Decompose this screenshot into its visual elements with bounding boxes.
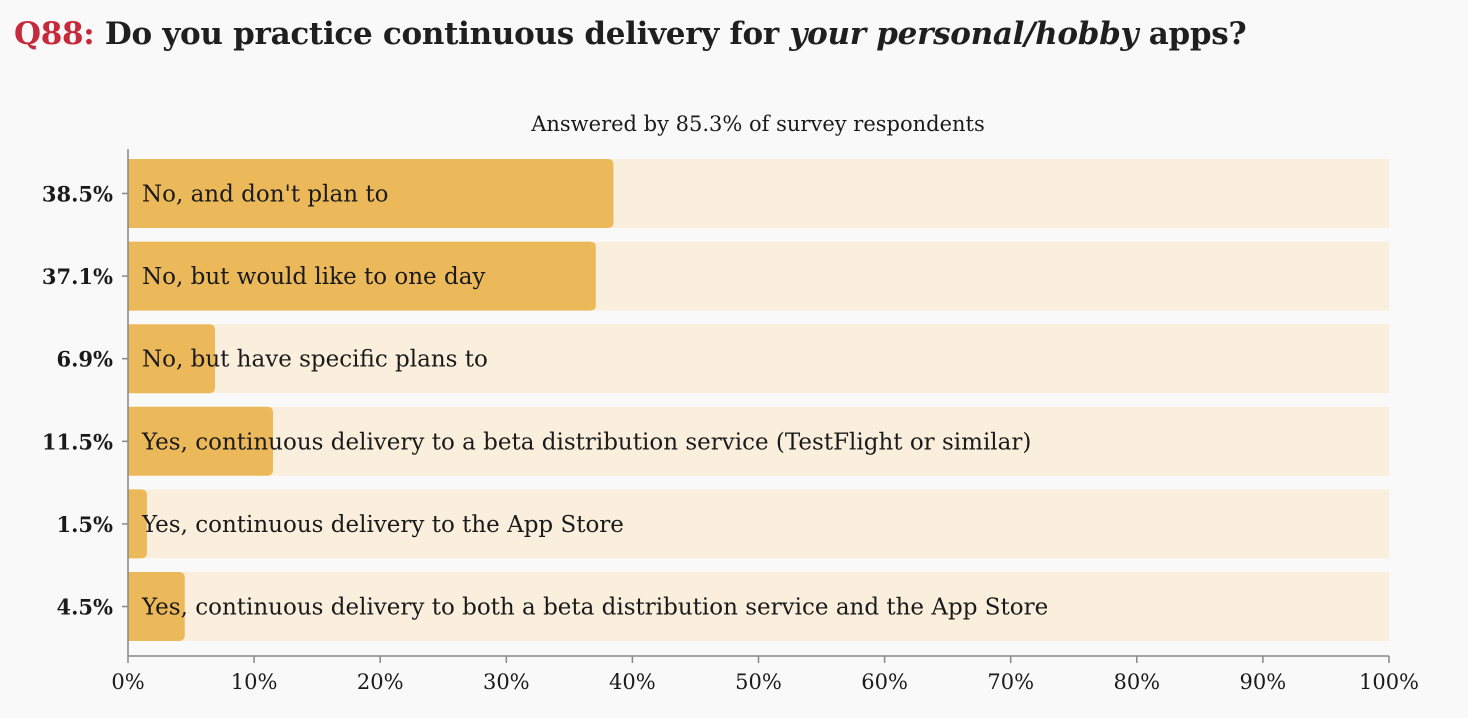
bar-value-label: 37.1% (42, 264, 113, 289)
bar-track (128, 572, 1389, 641)
bar-tracks (128, 159, 1389, 641)
bar-labels: No, and don't plan to No, but would like … (141, 182, 1048, 621)
bar (128, 159, 614, 228)
x-tick-label: 90% (1240, 670, 1287, 694)
x-tick-label: 100% (1359, 670, 1419, 694)
x-tick-label: 30% (483, 670, 530, 694)
x-tick-label: 40% (609, 670, 656, 694)
bar-category-label: No, and don't plan to (142, 182, 388, 208)
bar-value-label: 1.5% (57, 512, 114, 537)
bars (128, 159, 614, 641)
bar (128, 489, 147, 559)
bar-track (128, 324, 1389, 394)
x-axis: 0% 10% 20% 30% 40% 50% 60% 70% 80% 90% 100% (111, 655, 1419, 694)
bar-value-label: 6.9% (57, 347, 114, 372)
question-number: Q88: (14, 16, 95, 52)
y-axis: 38.5% 37.1% 6.9% 11.5% 1.5% 4.5% (42, 149, 129, 656)
bar (128, 241, 596, 311)
bar-value-label: 4.5% (57, 595, 114, 620)
x-tick-label: 70% (987, 670, 1034, 694)
x-tick-label: 10% (231, 670, 278, 694)
bar (128, 324, 216, 394)
x-tick-label: 0% (111, 670, 144, 694)
x-tick-label: 20% (357, 670, 404, 694)
bar (128, 572, 185, 641)
question-text-end: apps? (1148, 16, 1247, 52)
bar-category-label: Yes, continuous delivery to both a beta … (141, 595, 1048, 621)
bar-category-label: No, but would like to one day (142, 264, 485, 290)
bar-value-label: 11.5% (42, 429, 113, 454)
bar-category-label: No, but have specific plans to (142, 347, 488, 373)
bar-track (128, 489, 1389, 559)
x-tick-label: 80% (1113, 670, 1160, 694)
bar (128, 406, 274, 476)
bar-value-label: 38.5% (42, 182, 113, 207)
question-text: Do you practice continuous delivery for (104, 16, 779, 52)
bar-track (128, 406, 1389, 476)
x-tick-label: 60% (861, 670, 908, 694)
chart-subtitle: Answered by 85.3% of survey respondents (530, 112, 985, 136)
bar-category-label: Yes, continuous delivery to the App Stor… (141, 512, 624, 538)
x-tick-label: 50% (735, 670, 782, 694)
page-title: Q88: Do you practice continuous delivery… (14, 16, 1247, 52)
bar-category-label: Yes, continuous delivery to a beta distr… (141, 429, 1031, 455)
question-emphasis: your personal/hobby (789, 16, 1139, 52)
